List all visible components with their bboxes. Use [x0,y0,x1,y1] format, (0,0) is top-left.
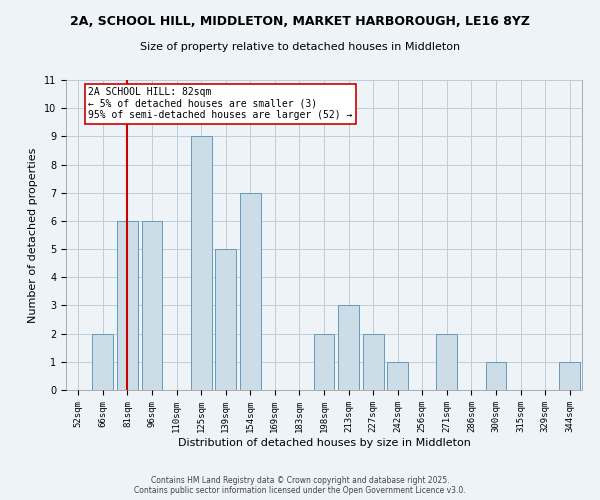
Bar [240,192,261,390]
Text: Contains HM Land Registry data © Crown copyright and database right 2025.
Contai: Contains HM Land Registry data © Crown c… [134,476,466,495]
Bar [559,362,580,390]
Bar [92,334,113,390]
Text: Size of property relative to detached houses in Middleton: Size of property relative to detached ho… [140,42,460,52]
Bar [117,221,138,390]
Text: 2A, SCHOOL HILL, MIDDLETON, MARKET HARBOROUGH, LE16 8YZ: 2A, SCHOOL HILL, MIDDLETON, MARKET HARBO… [70,15,530,28]
Text: 2A SCHOOL HILL: 82sqm
← 5% of detached houses are smaller (3)
95% of semi-detach: 2A SCHOOL HILL: 82sqm ← 5% of detached h… [88,87,352,120]
Bar [362,334,383,390]
X-axis label: Distribution of detached houses by size in Middleton: Distribution of detached houses by size … [178,438,470,448]
Bar [387,362,408,390]
Bar [215,249,236,390]
Bar [485,362,506,390]
Bar [142,221,163,390]
Y-axis label: Number of detached properties: Number of detached properties [28,148,38,322]
Bar [314,334,334,390]
Bar [191,136,212,390]
Bar [436,334,457,390]
Bar [338,306,359,390]
